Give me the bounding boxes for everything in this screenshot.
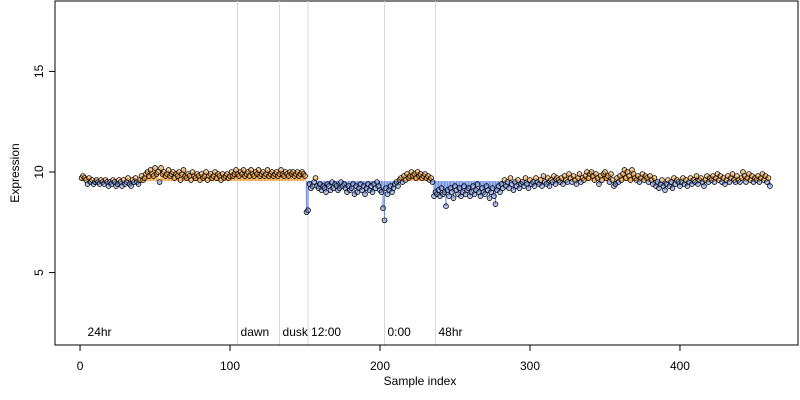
- point: [618, 177, 625, 183]
- point: [602, 169, 608, 175]
- x-tick-label: 300: [520, 359, 540, 373]
- point: [576, 171, 583, 177]
- y-tick-label: 10: [32, 165, 46, 179]
- point: [474, 181, 481, 187]
- point: [312, 175, 319, 181]
- point: [608, 171, 614, 177]
- point: [540, 173, 547, 179]
- point: [693, 173, 700, 179]
- point: [381, 217, 388, 224]
- point: [525, 185, 532, 191]
- point: [438, 185, 445, 191]
- point: [539, 183, 545, 189]
- point: [446, 193, 452, 199]
- point: [491, 193, 497, 199]
- point: [729, 171, 736, 177]
- point: [537, 177, 544, 183]
- event-label: 12:00: [311, 325, 341, 339]
- x-tick-label: 200: [370, 359, 390, 373]
- event-label: 48hr: [438, 325, 462, 339]
- point: [443, 203, 449, 209]
- point: [152, 165, 158, 171]
- point: [531, 183, 538, 189]
- point: [378, 189, 385, 195]
- point: [765, 175, 772, 181]
- point: [188, 177, 194, 183]
- point: [492, 201, 499, 207]
- point: [128, 183, 134, 189]
- point: [165, 167, 172, 173]
- point: [264, 167, 271, 173]
- point: [156, 179, 163, 185]
- point: [465, 185, 472, 191]
- point: [507, 175, 514, 181]
- point: [506, 185, 512, 191]
- x-axis-title: Sample index: [384, 374, 457, 388]
- point: [659, 177, 665, 183]
- point: [369, 189, 376, 195]
- point: [701, 183, 707, 189]
- point: [177, 177, 184, 183]
- x-tick-label: 0: [77, 359, 84, 373]
- point: [609, 177, 616, 183]
- point: [546, 183, 553, 189]
- point: [456, 185, 463, 191]
- point: [669, 185, 676, 191]
- point: [449, 189, 455, 195]
- x-tick-label: 100: [220, 359, 240, 373]
- point: [158, 165, 164, 171]
- point: [362, 191, 368, 197]
- point: [627, 177, 634, 183]
- point: [203, 169, 209, 175]
- point: [305, 207, 311, 214]
- point: [461, 183, 467, 189]
- y-axis-title: Expression: [8, 143, 22, 202]
- point: [497, 189, 503, 195]
- point: [180, 167, 187, 173]
- point: [596, 181, 602, 187]
- point: [504, 179, 511, 185]
- point: [450, 195, 457, 201]
- point: [486, 195, 493, 201]
- point: [510, 187, 517, 193]
- point: [482, 191, 488, 197]
- point: [489, 185, 496, 191]
- point: [599, 177, 605, 183]
- point: [302, 173, 308, 179]
- point: [668, 179, 674, 185]
- y-tick-label: 5: [32, 269, 46, 276]
- point: [380, 205, 386, 212]
- point: [429, 179, 436, 185]
- point: [395, 183, 401, 189]
- y-tick-label: 15: [32, 64, 46, 78]
- point: [470, 183, 476, 189]
- event-label: dusk: [283, 325, 309, 339]
- event-label: 24hr: [88, 325, 112, 339]
- point: [515, 177, 521, 183]
- point: [767, 183, 773, 189]
- x-tick-label: 400: [670, 359, 690, 373]
- point: [522, 175, 529, 181]
- point: [573, 181, 580, 187]
- point: [240, 167, 247, 173]
- point: [155, 169, 161, 175]
- point: [662, 187, 668, 193]
- point: [560, 181, 566, 187]
- event-label: dawn: [241, 325, 270, 339]
- point: [125, 175, 131, 181]
- point: [255, 167, 262, 173]
- point: [323, 189, 329, 195]
- point: [651, 175, 658, 181]
- event-label: 0:00: [388, 325, 412, 339]
- point: [477, 193, 484, 199]
- point: [552, 181, 559, 187]
